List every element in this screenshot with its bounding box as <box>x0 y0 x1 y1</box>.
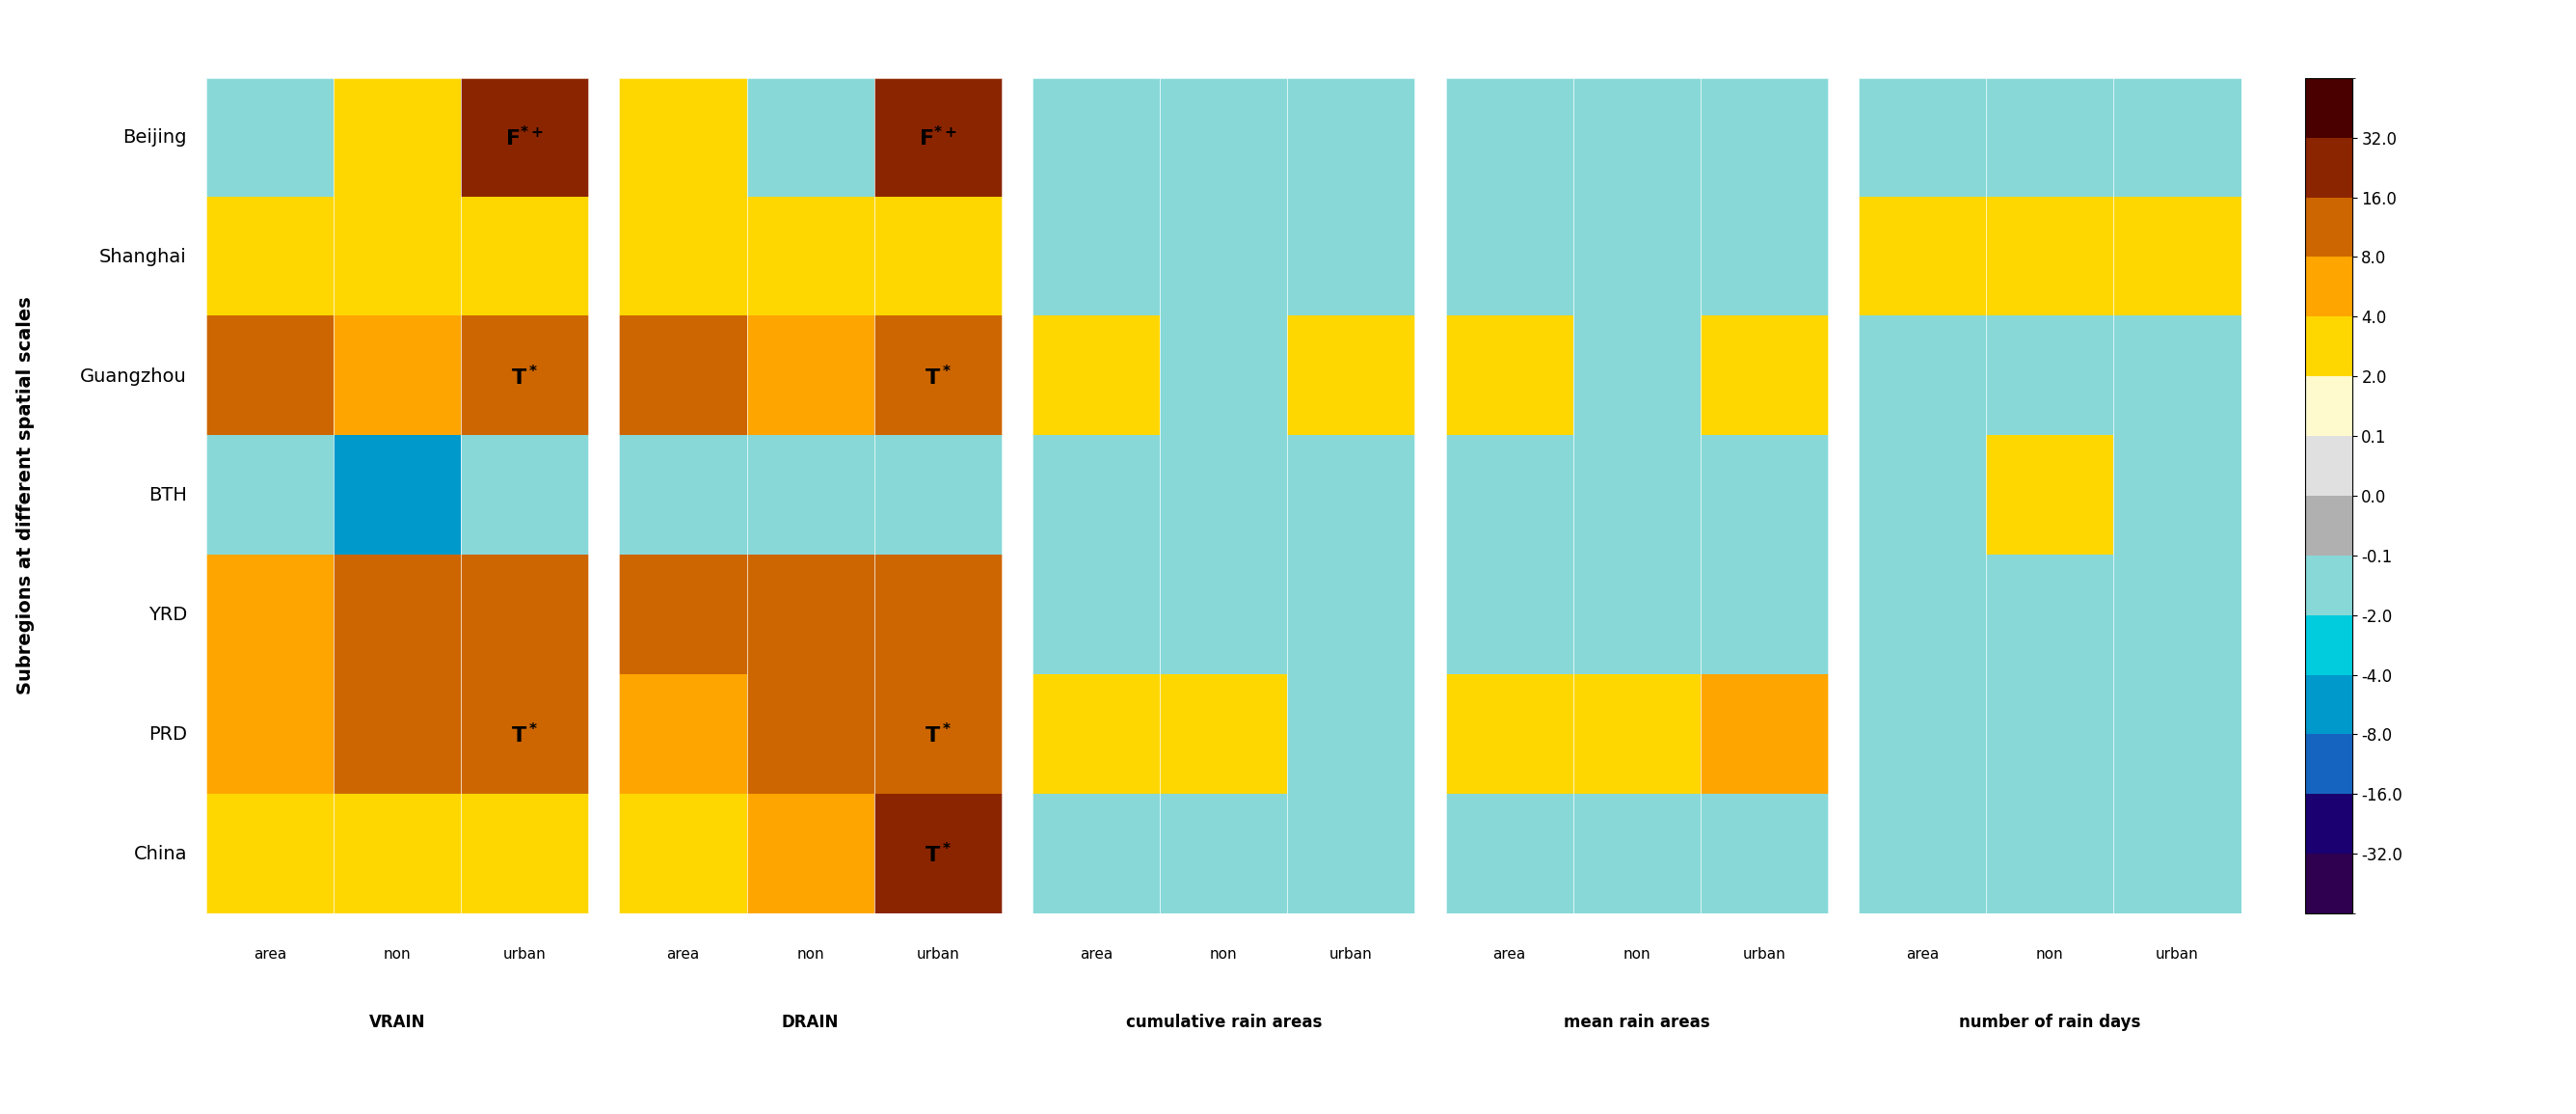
Text: non: non <box>2035 947 2063 961</box>
Text: $\mathbf{T^*}$: $\mathbf{T^*}$ <box>510 722 538 746</box>
Text: Shanghai: Shanghai <box>100 247 188 266</box>
Text: urban: urban <box>917 947 958 961</box>
Text: number of rain days: number of rain days <box>1960 1014 2141 1032</box>
Text: DRAIN: DRAIN <box>781 1014 840 1032</box>
Text: urban: urban <box>1741 947 1785 961</box>
Text: BTH: BTH <box>149 487 188 505</box>
Text: urban: urban <box>502 947 546 961</box>
Text: $\mathbf{F^{*+}}$: $\mathbf{F^{*+}}$ <box>505 126 544 149</box>
Text: urban: urban <box>1329 947 1373 961</box>
Text: Subregions at different spatial scales: Subregions at different spatial scales <box>15 296 36 695</box>
Text: non: non <box>1211 947 1236 961</box>
Text: area: area <box>667 947 701 961</box>
Text: Beijing: Beijing <box>124 128 188 147</box>
Text: $\mathbf{T^*}$: $\mathbf{T^*}$ <box>925 364 951 389</box>
Text: China: China <box>134 844 188 863</box>
Text: YRD: YRD <box>149 606 188 624</box>
Text: mean rain areas: mean rain areas <box>1564 1014 1710 1032</box>
Text: PRD: PRD <box>149 725 188 744</box>
Text: non: non <box>796 947 824 961</box>
Text: urban: urban <box>2156 947 2200 961</box>
Text: area: area <box>1494 947 1525 961</box>
Text: non: non <box>384 947 412 961</box>
Text: area: area <box>1079 947 1113 961</box>
Text: area: area <box>1906 947 1940 961</box>
Text: non: non <box>1623 947 1651 961</box>
Text: $\mathbf{T^*}$: $\mathbf{T^*}$ <box>510 364 538 389</box>
Text: Guangzhou: Guangzhou <box>80 368 188 385</box>
Text: $\mathbf{T^*}$: $\mathbf{T^*}$ <box>925 722 951 746</box>
Text: $\mathbf{T^*}$: $\mathbf{T^*}$ <box>925 842 951 866</box>
Text: $\mathbf{F^{*+}}$: $\mathbf{F^{*+}}$ <box>920 126 958 149</box>
Text: cumulative rain areas: cumulative rain areas <box>1126 1014 1321 1032</box>
Text: VRAIN: VRAIN <box>368 1014 425 1032</box>
Text: area: area <box>252 947 286 961</box>
